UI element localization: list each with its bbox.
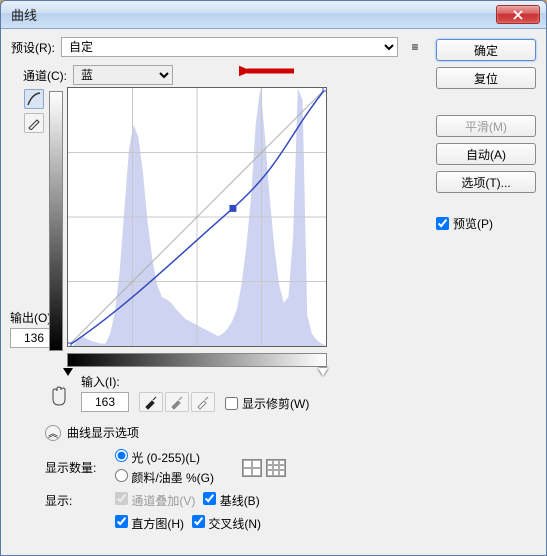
expand-label: 曲线显示选项 (67, 424, 139, 441)
close-button[interactable] (496, 5, 540, 24)
curve-graph[interactable] (67, 87, 327, 347)
vertical-gradient (49, 91, 63, 351)
preview-checkbox[interactable]: 预览(P) (436, 215, 536, 232)
channel-overlay-checkbox[interactable]: 通道叠加(V) (115, 492, 195, 509)
reset-button[interactable]: 复位 (436, 67, 536, 89)
curve-tool-icon[interactable] (24, 89, 44, 109)
smooth-button: 平滑(M) (436, 115, 536, 137)
white-eyedropper-icon[interactable] (191, 392, 215, 412)
preset-label: 预设(R): (11, 39, 55, 56)
horizontal-gradient (67, 353, 327, 367)
show-clipping-checkbox[interactable]: 显示修剪(W) (225, 395, 309, 412)
titlebar[interactable]: 曲线 (1, 1, 546, 29)
channel-select[interactable]: 蓝 (73, 65, 173, 85)
hand-tool-icon[interactable] (47, 385, 71, 412)
grid-4-icon[interactable] (242, 459, 262, 477)
ok-button[interactable]: 确定 (436, 39, 536, 61)
auto-button[interactable]: 自动(A) (436, 143, 536, 165)
baseline-checkbox[interactable]: 基线(B) (203, 492, 259, 509)
grid-9-icon[interactable] (266, 459, 286, 477)
light-radio[interactable]: 光 (0-255)(L) (115, 449, 214, 466)
input-label: 输入(I): (81, 373, 129, 390)
black-eyedropper-icon[interactable] (139, 392, 163, 412)
black-point-slider[interactable] (63, 368, 73, 376)
show-amount-label: 显示数量: (45, 459, 115, 476)
pigment-radio[interactable]: 颜料/油墨 %(G) (115, 469, 214, 486)
input-field[interactable] (81, 392, 129, 412)
pencil-tool-icon[interactable] (24, 113, 44, 133)
histogram-checkbox[interactable]: 直方图(H) (115, 515, 184, 532)
curves-dialog: 曲线 预设(R): 自定 ≡ 通道(C): 蓝 (0, 0, 547, 556)
white-point-slider[interactable] (318, 368, 328, 376)
window-title: 曲线 (11, 5, 496, 24)
collapse-icon[interactable]: ︽ (45, 425, 61, 441)
preset-menu-icon[interactable]: ≡ (404, 37, 426, 57)
gray-eyedropper-icon[interactable] (165, 392, 189, 412)
options-button[interactable]: 选项(T)... (436, 171, 536, 193)
channel-label: 通道(C): (23, 67, 67, 84)
preset-select[interactable]: 自定 (61, 37, 398, 57)
intersection-checkbox[interactable]: 交叉线(N) (192, 515, 261, 532)
show-label: 显示: (45, 492, 115, 509)
